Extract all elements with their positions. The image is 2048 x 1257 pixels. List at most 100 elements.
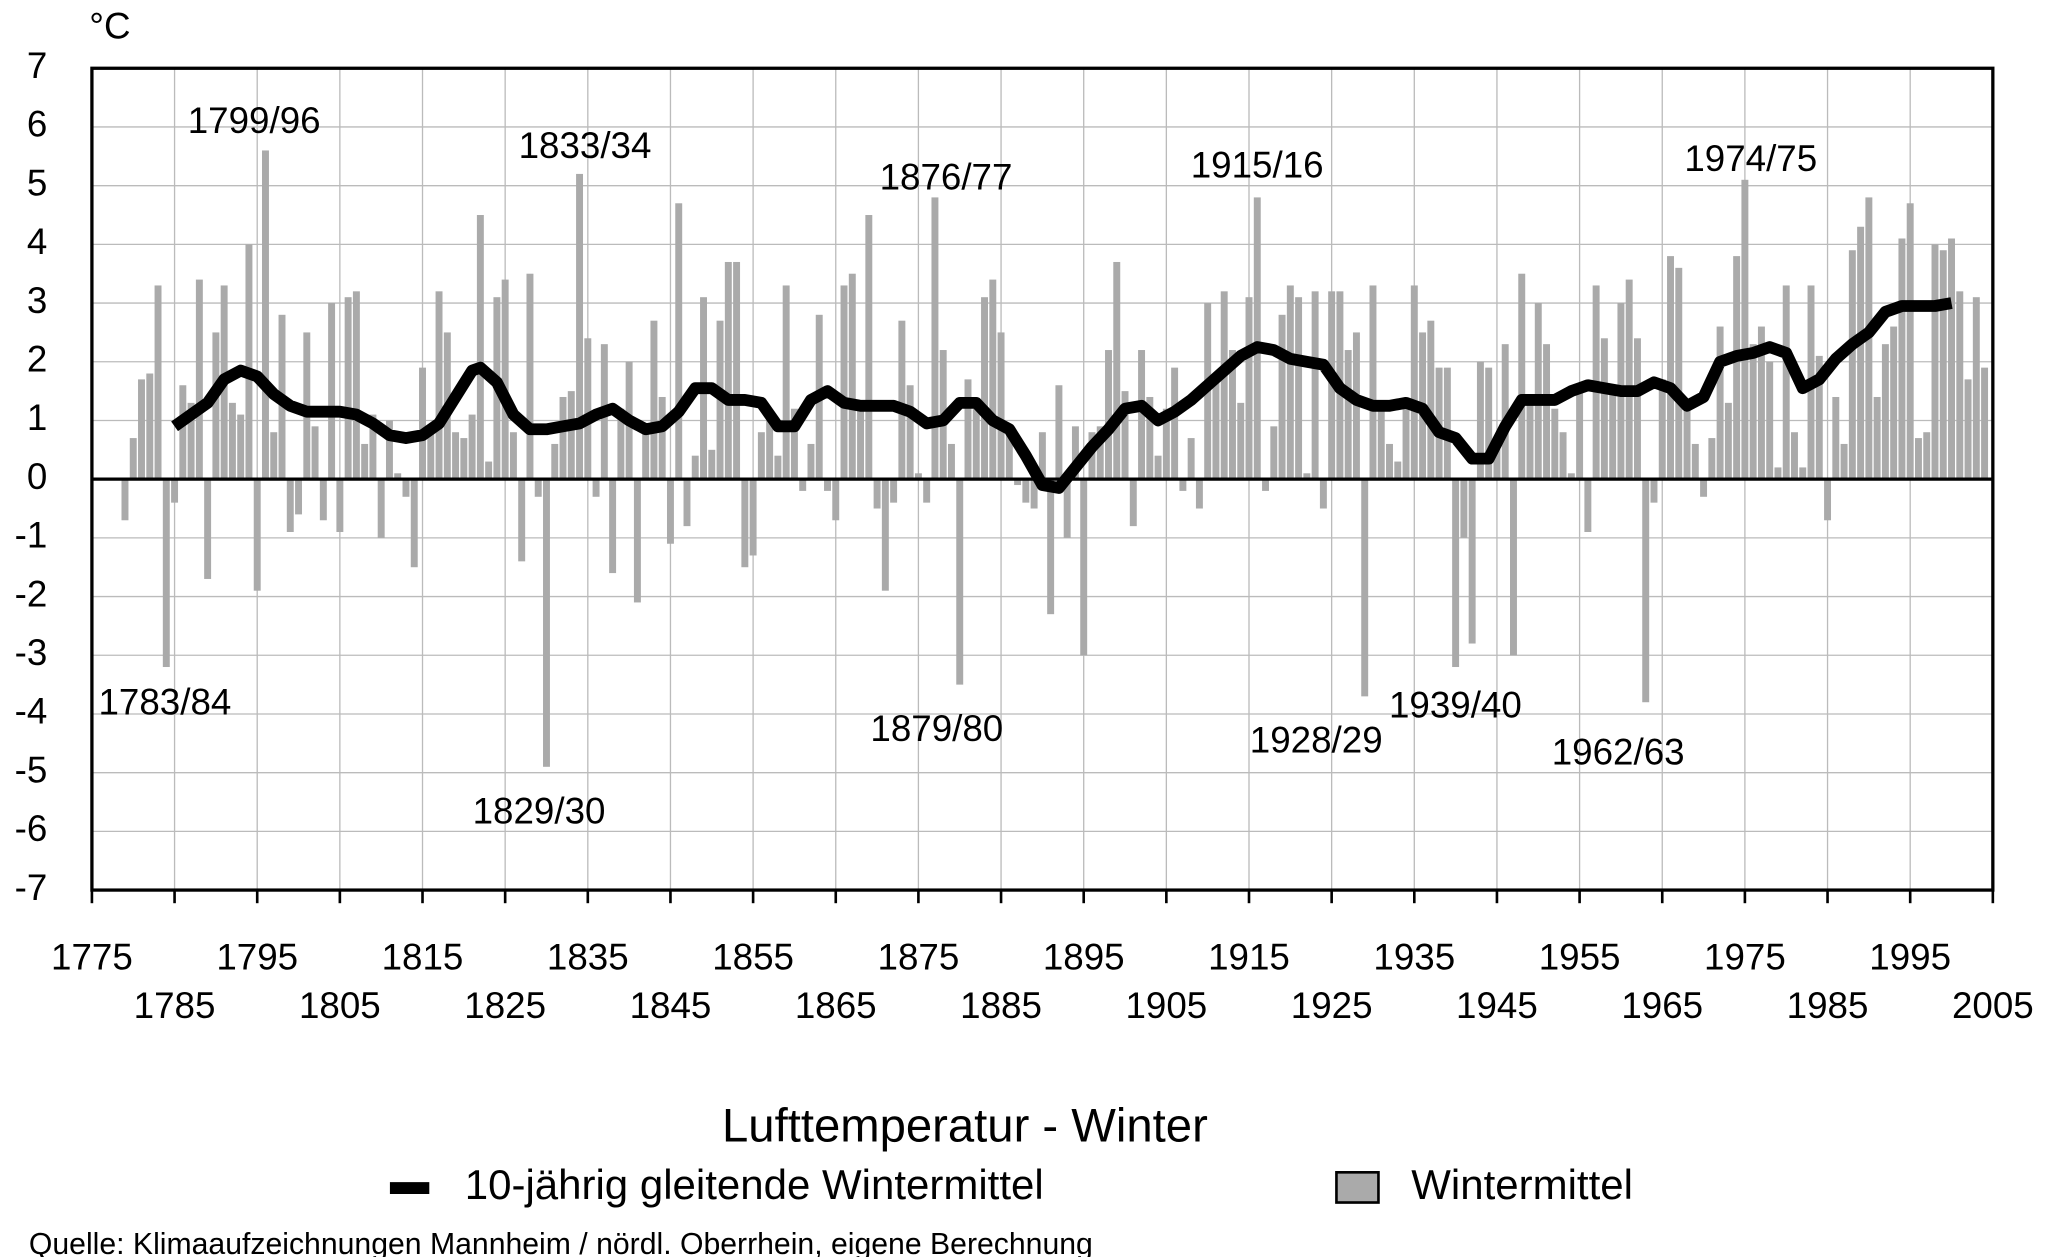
- x-tick-label: 1935: [1373, 936, 1455, 977]
- x-tick-label: 1915: [1208, 936, 1290, 977]
- y-tick-label: -5: [15, 749, 48, 790]
- bar: [187, 402, 195, 480]
- bar: [1220, 291, 1228, 480]
- bar: [1154, 455, 1162, 480]
- bar: [1848, 250, 1856, 480]
- bar: [1724, 402, 1732, 480]
- bar: [1063, 479, 1071, 538]
- bar: [1179, 479, 1187, 491]
- x-tick-label: 1785: [134, 985, 216, 1026]
- bar: [394, 473, 402, 480]
- bar: [559, 396, 567, 480]
- bar: [1931, 244, 1939, 480]
- bar: [1493, 443, 1501, 480]
- bar: [485, 461, 493, 480]
- bar: [1642, 479, 1650, 703]
- bar: [1832, 396, 1840, 480]
- bar: [237, 414, 245, 480]
- bar: [1476, 361, 1484, 480]
- bar: [1096, 426, 1104, 480]
- bar: [1286, 285, 1294, 480]
- x-tick-label: 1805: [299, 985, 381, 1026]
- bar: [799, 479, 807, 491]
- x-tick-label: 1825: [464, 985, 546, 1026]
- bar: [1377, 408, 1385, 480]
- bar: [551, 443, 559, 480]
- bar: [1071, 426, 1079, 480]
- y-tick-label: 1: [27, 397, 47, 438]
- bar: [1708, 438, 1716, 480]
- bar: [1038, 432, 1046, 480]
- x-tick-label: 1975: [1704, 936, 1786, 977]
- bar: [757, 432, 765, 480]
- x-tick-label: 1835: [547, 936, 629, 977]
- bar: [1229, 350, 1236, 480]
- bar: [1700, 479, 1708, 497]
- x-tick-label: 1875: [878, 936, 960, 977]
- bar: [1468, 479, 1476, 644]
- bar: [1782, 285, 1790, 480]
- bar: [171, 479, 179, 503]
- bar: [1245, 297, 1253, 480]
- y-tick-label: -1: [15, 515, 48, 556]
- bar: [1369, 285, 1377, 480]
- y-tick-label: 0: [27, 456, 47, 497]
- bar: [129, 438, 137, 480]
- bar: [1303, 473, 1311, 480]
- bar: [633, 479, 641, 603]
- bar: [1658, 379, 1666, 480]
- bar: [1080, 479, 1088, 656]
- annotation: 1783/84: [98, 682, 231, 723]
- bar: [410, 479, 418, 568]
- x-tick-label: 1905: [1125, 985, 1207, 1026]
- bar: [782, 285, 790, 480]
- bar: [972, 408, 980, 480]
- bar: [1113, 261, 1121, 480]
- bar: [1005, 426, 1013, 480]
- annotation: 1915/16: [1191, 145, 1324, 186]
- bar: [286, 479, 294, 533]
- bar: [666, 479, 674, 544]
- y-tick-label: 4: [27, 221, 47, 262]
- bar: [270, 432, 278, 480]
- bar: [592, 479, 600, 497]
- annotation: 1939/40: [1389, 684, 1522, 725]
- bar: [319, 479, 327, 521]
- x-tick-label: 1795: [216, 936, 298, 977]
- bar: [138, 379, 145, 480]
- y-tick-label: -6: [15, 808, 48, 849]
- bar: [212, 332, 220, 480]
- bar: [890, 479, 898, 503]
- bar: [1584, 479, 1592, 533]
- bar: [1055, 385, 1063, 480]
- bar: [947, 443, 955, 480]
- bar: [509, 432, 517, 480]
- bar: [840, 285, 848, 480]
- bar: [402, 479, 410, 497]
- bar: [724, 261, 732, 480]
- bar: [1923, 432, 1931, 480]
- x-tick-label: 1865: [795, 985, 877, 1026]
- bar: [419, 367, 426, 480]
- y-tick-label: 2: [27, 338, 47, 379]
- bar: [1443, 367, 1451, 480]
- bar: [1402, 408, 1410, 480]
- x-tick-label: 1895: [1043, 936, 1125, 977]
- annotation: 1879/80: [870, 708, 1003, 749]
- bar: [741, 479, 749, 568]
- bar: [865, 215, 873, 480]
- annotation: 1876/77: [880, 157, 1013, 198]
- bar: [352, 291, 360, 480]
- bar: [1675, 267, 1683, 480]
- bar: [179, 385, 187, 480]
- bar: [1195, 479, 1203, 509]
- bar: [881, 479, 889, 591]
- bar: [1278, 314, 1286, 480]
- bar: [1534, 303, 1542, 480]
- bar: [1460, 479, 1468, 538]
- annotation: 1974/75: [1684, 138, 1817, 179]
- bar: [1187, 438, 1195, 480]
- bar: [873, 479, 881, 509]
- bar: [1948, 238, 1955, 480]
